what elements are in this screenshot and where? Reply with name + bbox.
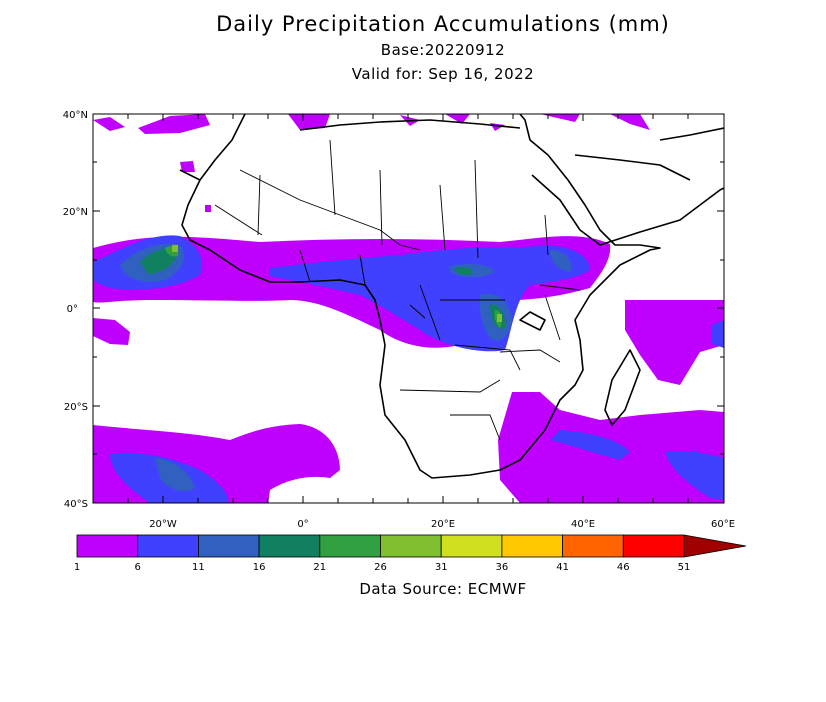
legend-swatch: [562, 534, 624, 558]
base-date: Base:20220912: [380, 41, 506, 59]
lat-label: 20°N: [63, 207, 88, 218]
legend-swatch: [76, 534, 139, 558]
lat-label: 0°: [67, 304, 78, 315]
lon-label: 60°E: [711, 519, 735, 530]
lat-label: 40°N: [63, 110, 88, 121]
legend-label: 51: [678, 562, 691, 573]
legend-label: 26: [374, 562, 387, 573]
axis-ticks: [93, 113, 724, 504]
legend-arrow: [683, 534, 747, 558]
precip-band-26mm: [172, 245, 502, 322]
lat-label: 20°S: [64, 402, 88, 413]
legend-label: 41: [556, 562, 569, 573]
map-title: Daily Precipitation Accumulations (mm): [216, 12, 670, 36]
country-borders: [214, 139, 581, 441]
legend-swatch: [258, 534, 321, 558]
valid-date: Valid for: Sep 16, 2022: [351, 65, 535, 83]
legend-label: 6: [135, 562, 141, 573]
lon-label: 20°W: [149, 519, 177, 530]
coastlines: [179, 114, 724, 479]
lat-label: 40°S: [64, 499, 88, 510]
legend-swatch: [622, 534, 685, 558]
legend-label: 1: [74, 562, 80, 573]
legend-label: 11: [192, 562, 205, 573]
legend-label: 16: [253, 562, 266, 573]
lon-label: 0°: [297, 519, 308, 530]
legend-label: 46: [617, 562, 630, 573]
lon-label: 20°E: [431, 519, 455, 530]
legend-label: 21: [313, 562, 326, 573]
legend-label: 36: [496, 562, 509, 573]
precipitation-field: [93, 114, 724, 503]
legend-swatch: [380, 534, 442, 558]
legend-swatch: [440, 534, 503, 558]
longitude-labels: 20°W 0° 20°E 40°E 60°E: [149, 519, 735, 530]
legend-swatch: [501, 534, 563, 558]
legend-swatch: [319, 534, 381, 558]
data-source: Data Source: ECMWF: [359, 580, 527, 598]
lon-label: 40°E: [571, 519, 595, 530]
legend-swatch: [197, 534, 260, 558]
latitude-labels: 40°N 20°N 0° 20°S 40°S: [63, 110, 88, 510]
legend-label: 31: [435, 562, 448, 573]
color-legend: 1 6 11 16 21 26 31 36 41 46 51: [74, 534, 747, 573]
legend-swatch: [137, 534, 199, 558]
